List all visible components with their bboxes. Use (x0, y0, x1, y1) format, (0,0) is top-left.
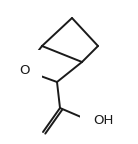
Text: O: O (19, 64, 29, 76)
Text: OH: OH (93, 113, 113, 126)
